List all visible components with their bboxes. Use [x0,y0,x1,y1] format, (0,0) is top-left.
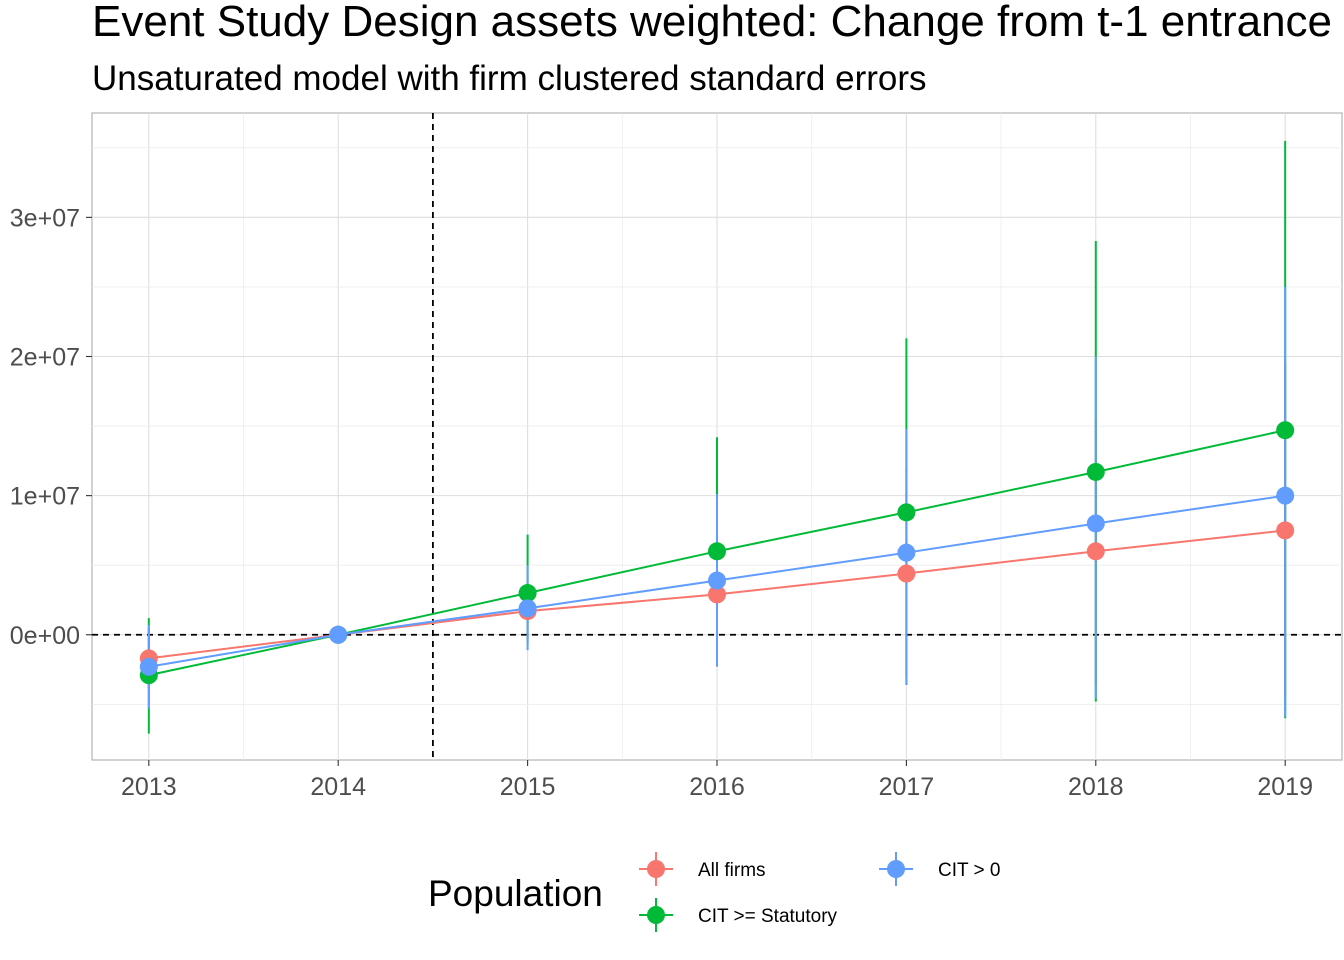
legend-item-0: All firms [639,852,766,886]
x-tick-label: 2016 [689,773,745,801]
data-point [708,542,726,561]
legend-label: CIT >= Statutory [698,906,838,927]
y-tick-label: 1e+07 [10,483,80,511]
legend-key-point [887,860,905,878]
data-point [1276,421,1295,440]
reference-lines [92,113,1342,760]
y-tick-label: 3e+07 [10,204,80,232]
legend-key-point [647,860,665,878]
data-point [518,584,537,603]
y-tick-label: 0e+00 [10,622,80,650]
x-tick-label: 2015 [500,773,556,801]
x-tick-label: 2017 [879,773,935,801]
legend-label: All firms [698,860,766,881]
data-point [329,625,348,644]
chart-title: Event Study Design assets weighted: Chan… [92,0,1332,46]
data-point [1086,514,1105,533]
legend-item-1: CIT >= Statutory [639,898,838,932]
y-axis-ticks: 0e+00 1e+07 2e+07 3e+07 [10,204,92,650]
series-layer [139,140,1295,734]
x-tick-label: 2014 [310,773,366,801]
data-point [1086,462,1105,481]
legend-title: Population [428,873,603,914]
x-tick-label: 2013 [121,773,177,801]
chart-subtitle: Unsaturated model with firm clustered st… [92,59,927,98]
data-point [518,599,537,618]
legend-label: CIT > 0 [938,860,1000,881]
data-point [708,571,726,590]
data-point [1276,486,1295,505]
x-tick-label: 2019 [1257,773,1313,801]
legend-key-point [647,906,665,924]
data-point [1276,521,1295,540]
data-point [1086,542,1105,561]
legend: Population All firms CIT >= Statutory CIT … [428,852,1000,932]
legend-item-2: CIT > 0 [879,852,1000,886]
x-axis-ticks: 2013 2014 2015 2016 2017 2018 2019 [121,760,1313,801]
y-tick-label: 2e+07 [10,343,80,371]
data-point [897,564,916,583]
data-point [897,503,916,522]
data-point [708,585,726,604]
data-point [139,657,158,676]
x-tick-label: 2018 [1068,773,1124,801]
data-point [897,543,916,562]
